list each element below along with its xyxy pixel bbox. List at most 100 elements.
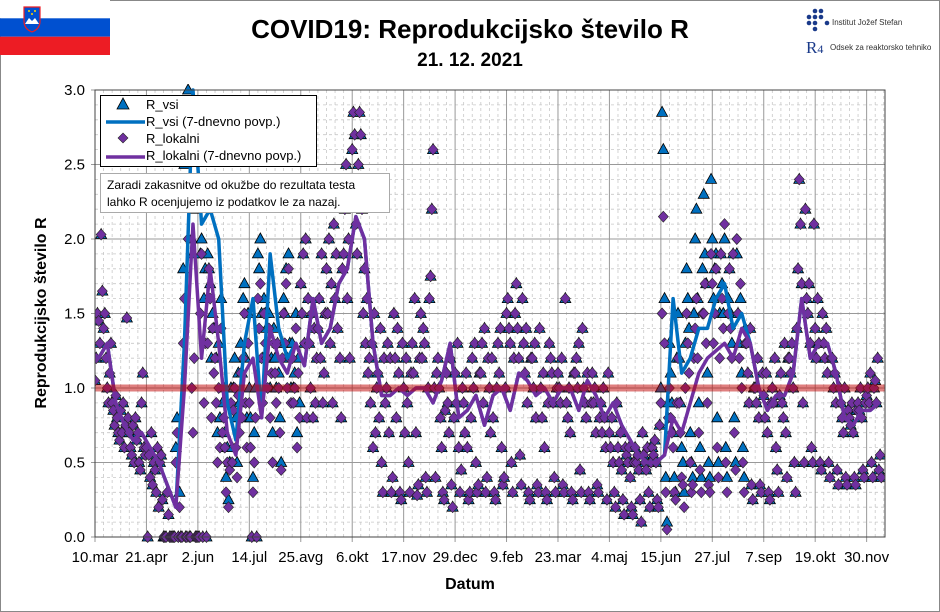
- r-lokalni-point: [373, 411, 385, 424]
- r-vsi-point: [290, 425, 304, 438]
- x-tick-label: 15.jun: [640, 549, 681, 566]
- r-lokalni-point: [534, 322, 546, 335]
- r-lokalni-point: [823, 456, 835, 469]
- r-lokalni-point: [617, 493, 629, 506]
- r-lokalni-point: [496, 441, 508, 454]
- r-lokalni-point: [730, 464, 741, 476]
- r-lokalni-point: [452, 337, 463, 350]
- r-lokalni-point: [513, 352, 525, 365]
- r-lokalni-point: [223, 501, 234, 514]
- x-tick-label: 17.nov: [381, 549, 427, 566]
- r-lokalni-point: [245, 441, 256, 454]
- r-lokalni-point: [737, 456, 749, 469]
- r-lokalni-point: [155, 449, 167, 461]
- r-lokalni-point: [731, 233, 743, 245]
- r-vsi-point: [697, 187, 710, 199]
- x-tick-label: 25.avg: [278, 549, 323, 566]
- r-vsi-point: [712, 455, 725, 467]
- x-tick-label: 9.feb: [490, 549, 523, 566]
- r-lokalni-point: [291, 441, 303, 454]
- r-lokalni-point: [762, 426, 773, 439]
- r-lokalni-point: [867, 471, 879, 484]
- r-lokalni-point: [784, 352, 795, 365]
- r-lokalni-point: [417, 322, 429, 335]
- r-lokalni-point: [602, 367, 614, 380]
- r-lokalni-point: [288, 396, 299, 409]
- r-lokalni-point: [833, 478, 844, 491]
- r-vsi-point: [734, 291, 747, 304]
- r-lokalni-point: [604, 426, 615, 439]
- r-lokalni-point: [584, 493, 596, 506]
- r-lokalni-point: [487, 411, 499, 424]
- r-lokalni-point: [495, 322, 506, 335]
- x-tick-label: 2.jun: [182, 549, 215, 566]
- r-lokalni-point: [388, 307, 400, 320]
- r-lokalni-point: [670, 493, 681, 506]
- r-lokalni-point: [640, 464, 652, 476]
- r-lokalni-point: [738, 486, 750, 499]
- r-lokalni-point: [465, 411, 477, 424]
- y-tick-label: 2.5: [64, 157, 85, 174]
- r-lokalni-point: [334, 352, 346, 365]
- r-lokalni-point: [431, 367, 443, 380]
- r-lokalni-point: [498, 471, 510, 484]
- r-lokalni-point: [459, 426, 471, 439]
- r-lokalni-point: [795, 218, 806, 231]
- r-lokalni-point: [727, 247, 739, 260]
- r-lokalni-point: [370, 426, 381, 439]
- r-lokalni-point: [438, 493, 450, 506]
- r-lokalni-point: [403, 456, 414, 469]
- r-lokalni-point: [208, 367, 220, 380]
- r-vsi-point: [668, 470, 681, 482]
- r-lokalni-point: [504, 337, 516, 350]
- r-lokalni-point: [460, 367, 472, 380]
- r-lokalni-point: [643, 486, 655, 499]
- r-vsi-point: [254, 232, 267, 244]
- r-vsi-point: [675, 440, 688, 453]
- r-lokalni-point: [421, 486, 433, 499]
- r-lokalni-point: [275, 464, 287, 476]
- r-lokalni-point: [735, 277, 746, 290]
- r-lokalni-point: [719, 218, 730, 231]
- r-lokalni-point: [596, 426, 608, 439]
- r-lokalni-point: [773, 486, 784, 499]
- r-vsi-point: [677, 485, 691, 497]
- r-lokalni-point: [323, 233, 335, 245]
- r-vsi-point: [688, 232, 702, 244]
- r-lokalni-point: [400, 352, 412, 365]
- r-vsi-point: [237, 291, 250, 304]
- r-lokalni-point: [314, 352, 326, 365]
- r-lokalni-point: [780, 426, 792, 439]
- r-lokalni-point: [548, 471, 560, 484]
- r-lokalni-point: [145, 426, 157, 439]
- r-lokalni-point: [406, 337, 418, 350]
- r-lokalni-point: [724, 262, 735, 275]
- r-lokalni-point: [475, 367, 487, 380]
- r-lokalni-point: [392, 322, 403, 335]
- r-lokalni-point: [760, 367, 772, 380]
- r-lokalni-point: [507, 486, 519, 499]
- r-lokalni-point: [799, 203, 811, 216]
- r-lokalni-point: [874, 449, 885, 461]
- r-lokalni-point: [733, 352, 745, 365]
- r-lokalni-point: [537, 367, 549, 380]
- r-lokalni-point: [517, 292, 528, 305]
- r-lokalni-point: [708, 337, 719, 350]
- r-lokalni-point: [667, 441, 679, 454]
- r-lokalni-point: [506, 456, 517, 469]
- r-vsi-point: [680, 261, 693, 274]
- r-lokalni-point: [764, 493, 776, 506]
- r-lokalni-point: [95, 337, 106, 350]
- r-lokalni-point: [324, 337, 336, 350]
- r-lokalni-point: [577, 322, 588, 335]
- r-vsi-point: [277, 291, 290, 304]
- r-lokalni-point: [660, 486, 672, 499]
- x-tick-label: 30.nov: [844, 549, 890, 566]
- r-lokalni-point: [721, 486, 733, 499]
- r-lokalni-point: [514, 449, 526, 461]
- r-lokalni-point: [831, 464, 843, 476]
- r-lokalni-point: [254, 277, 266, 290]
- institute-name: Institut Jožef Stefan: [832, 18, 903, 27]
- r-lokalni-point: [430, 471, 441, 484]
- r-vsi-point: [718, 232, 731, 244]
